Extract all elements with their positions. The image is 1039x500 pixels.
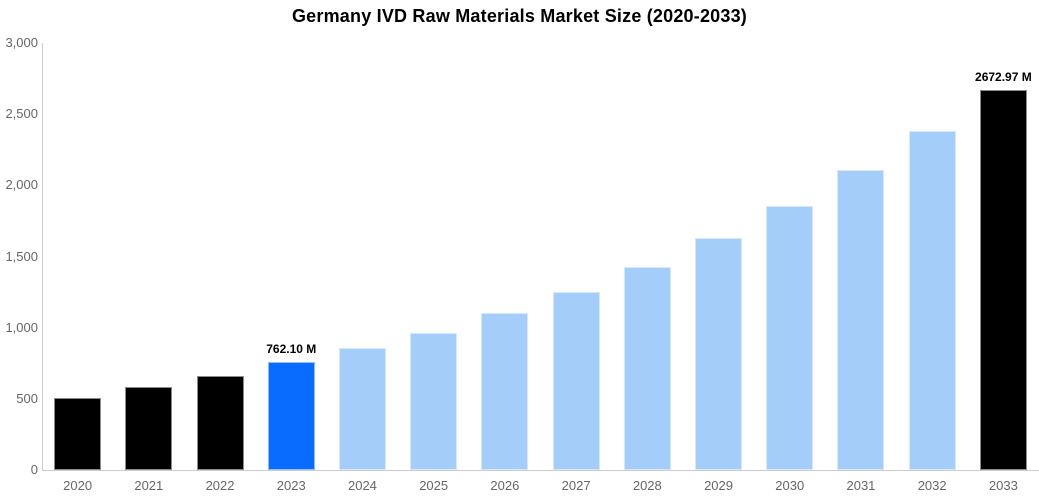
y-tick-0: 0 — [30, 462, 38, 477]
x-label-2023: 2023 — [276, 478, 306, 493]
y-axis: 3,000 2,500 2,000 1,500 1,000 500 0 — [0, 0, 38, 500]
bar-2024[interactable] — [338, 348, 386, 470]
bar-2023[interactable] — [267, 361, 315, 470]
y-axis-line — [42, 43, 43, 470]
x-label-2024: 2024 — [347, 478, 377, 493]
bar-2032[interactable] — [908, 131, 956, 470]
x-label-2032: 2032 — [917, 478, 947, 493]
x-label-2033: 2033 — [988, 478, 1018, 493]
y-tick-3000: 3,000 — [5, 35, 38, 50]
plot-area: 762.10 M 2672.97 M — [42, 43, 1039, 470]
y-tick-500: 500 — [16, 390, 38, 406]
chart-title: Germany IVD Raw Materials Market Size (2… — [291, 6, 747, 26]
data-label-2023: 762.10 M — [266, 341, 317, 356]
bar-2026[interactable] — [481, 313, 529, 470]
y-tick-2500: 2,500 — [5, 106, 38, 122]
y-tick-1500: 1,500 — [5, 248, 38, 264]
bar-2031[interactable] — [837, 170, 885, 470]
x-label-2028: 2028 — [632, 478, 662, 493]
y-tick-2000: 2,000 — [5, 177, 38, 193]
bar-2029[interactable] — [695, 238, 743, 470]
x-label-2025: 2025 — [419, 478, 449, 493]
bar-2027[interactable] — [552, 292, 600, 470]
x-label-2030: 2030 — [775, 478, 805, 493]
x-axis: 2020 2021 2022 2023 2024 2025 2026 2027 2028 2029… — [42, 478, 1039, 494]
bar-2033[interactable] — [979, 89, 1027, 470]
bar-2021[interactable] — [125, 387, 173, 470]
bar-2020[interactable] — [54, 398, 102, 470]
x-label-2020: 2020 — [63, 478, 93, 493]
x-label-2027: 2027 — [561, 478, 591, 493]
bar-2028[interactable] — [623, 266, 671, 470]
bar-2030[interactable] — [766, 205, 814, 470]
data-label-2033: 2672.97 M — [975, 69, 1032, 84]
x-axis-line — [42, 470, 1039, 471]
x-label-2021: 2021 — [134, 478, 164, 493]
bar-2025[interactable] — [410, 332, 458, 470]
x-label-2031: 2031 — [846, 478, 876, 493]
x-label-2026: 2026 — [490, 478, 520, 493]
bar-2022[interactable] — [196, 376, 244, 470]
x-label-2022: 2022 — [205, 478, 235, 493]
y-tick-1000: 1,000 — [5, 319, 38, 335]
x-label-2029: 2029 — [704, 478, 733, 493]
